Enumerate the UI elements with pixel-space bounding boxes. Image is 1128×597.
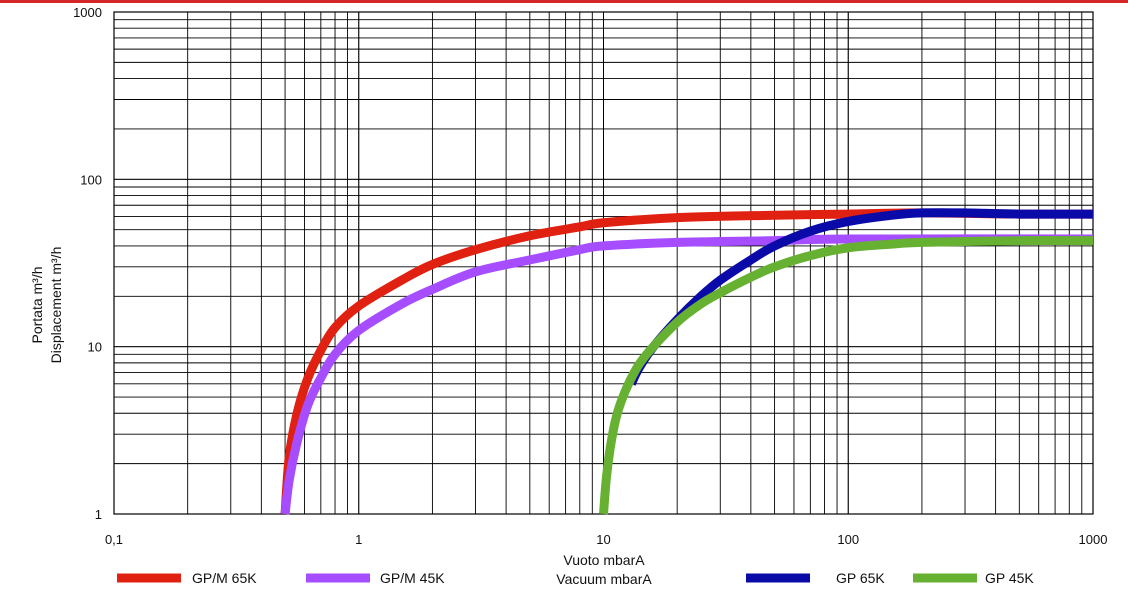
x-tick-label: 100 <box>837 532 859 547</box>
x-tick-label: 1 <box>355 532 362 547</box>
y-tick-label: 10 <box>88 340 102 355</box>
legend-label-gp-45k: GP 45K <box>985 570 1034 586</box>
legend: GP/M 65K GP/M 45K GP 65K GP 45K <box>117 570 1034 586</box>
legend-label-gp-65k: GP 65K <box>836 570 885 586</box>
grid <box>113 11 1094 515</box>
y-tick-label: 100 <box>80 172 102 187</box>
axis-titles: Vuoto mbarA Vacuum mbarA Portata m³/h Di… <box>29 247 652 587</box>
y-tick-label: 1000 <box>73 5 102 20</box>
x-tick-label: 10 <box>596 532 610 547</box>
y-axis-title-line-1: Portata m³/h <box>29 266 45 343</box>
y-axis-title-line-2: Displacement m³/h <box>48 247 64 364</box>
x-tick-label: 1000 <box>1079 532 1108 547</box>
y-tick-label: 1 <box>95 507 102 522</box>
x-axis-title-line-1: Vuoto mbarA <box>563 552 645 568</box>
series-line-gp-m-65k <box>280 208 1094 515</box>
legend-label-gp-m-65k: GP/M 65K <box>192 570 257 586</box>
x-tick-label: 0,1 <box>105 532 123 547</box>
top-rule <box>0 0 1128 3</box>
legend-label-gp-m-45k: GP/M 45K <box>380 570 445 586</box>
series-line-gp-45k <box>599 236 1094 515</box>
x-axis-title-line-2: Vacuum mbarA <box>556 571 652 587</box>
series-layer <box>280 208 1094 515</box>
